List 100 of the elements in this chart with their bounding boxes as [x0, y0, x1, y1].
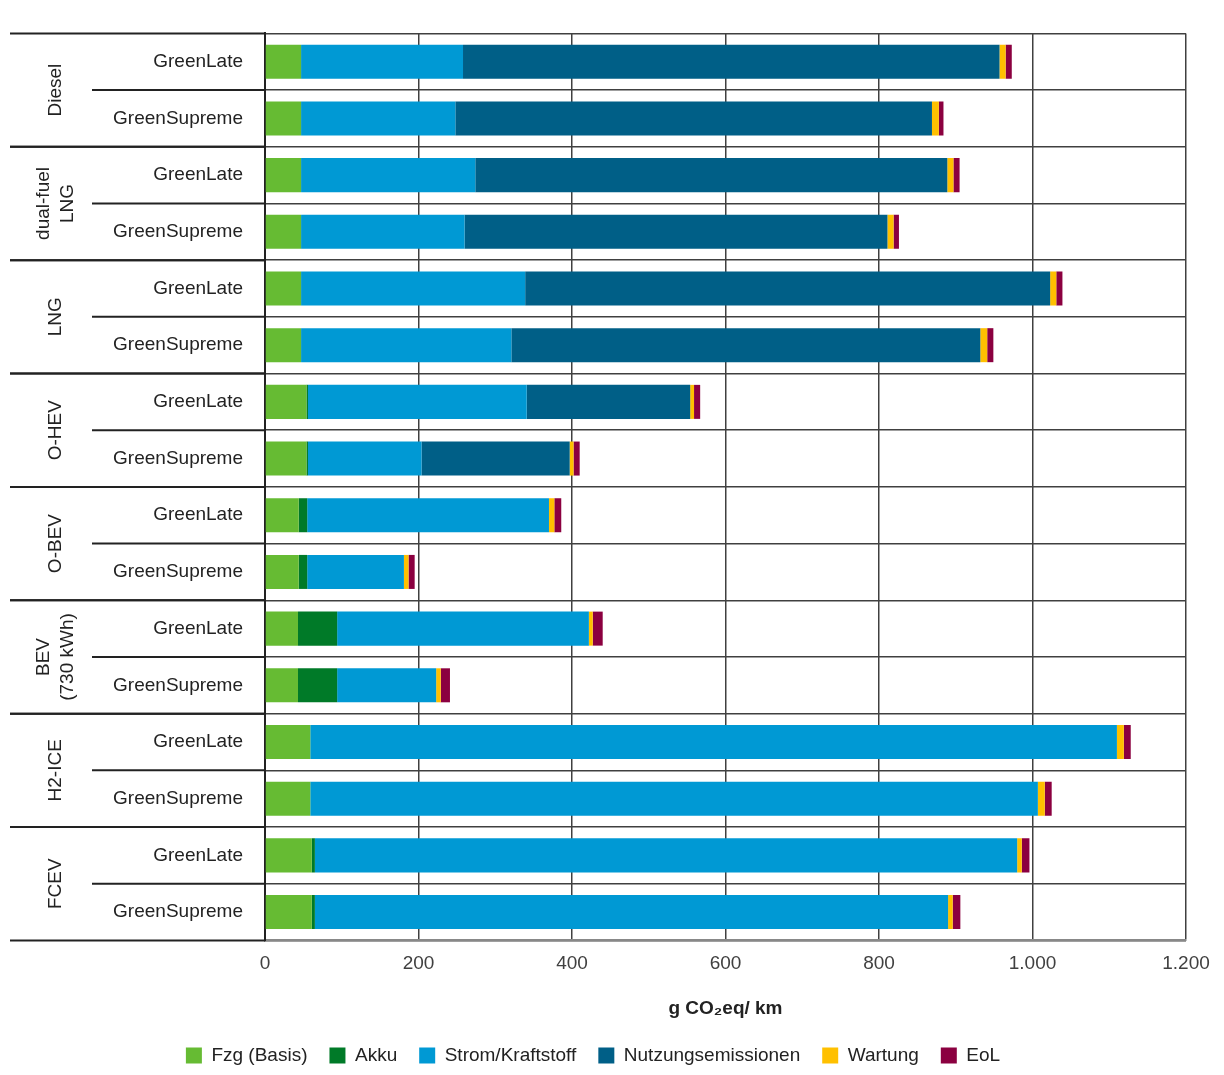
- text: O-BEV: [44, 513, 66, 574]
- bar: [952, 895, 961, 930]
- x-tick-label: 1.000: [1008, 952, 1057, 974]
- bar: [307, 384, 527, 419]
- bar: [310, 724, 1117, 759]
- bar: [999, 44, 1006, 79]
- y-tick-label: GreenLate: [153, 276, 243, 298]
- bar: [265, 214, 302, 249]
- bar: [265, 838, 312, 873]
- y-tick-label: GreenLate: [153, 390, 243, 412]
- bar: [887, 214, 894, 249]
- bar: [953, 158, 960, 193]
- bar: [1005, 44, 1012, 79]
- bar: [1050, 271, 1057, 306]
- y-tick-label: GreenSupreme: [113, 220, 243, 242]
- bar: [265, 498, 299, 533]
- bar: [301, 101, 456, 136]
- legend-label: Strom/Kraftstoff: [444, 1043, 578, 1065]
- bar: [265, 158, 302, 193]
- bar: [265, 668, 298, 703]
- bar: [310, 781, 1038, 816]
- bar: [265, 384, 307, 419]
- y-tick-label: GreenSupreme: [113, 333, 243, 355]
- bar: [311, 838, 315, 873]
- bar: [307, 554, 404, 589]
- bar: [554, 498, 562, 533]
- bar: [455, 101, 932, 136]
- text: dual-fuel LNG: [32, 167, 78, 240]
- text: Diesel: [44, 63, 66, 117]
- bar: [301, 158, 476, 193]
- bar: [1017, 838, 1022, 873]
- bar: [987, 328, 994, 363]
- bar: [475, 158, 948, 193]
- x-tick-label: 400: [556, 952, 588, 974]
- y-tick-label: GreenSupreme: [113, 673, 243, 695]
- bar: [265, 554, 299, 589]
- legend-label: Wartung: [847, 1043, 919, 1065]
- bar: [298, 498, 308, 533]
- bar: [301, 44, 464, 79]
- bar: [573, 441, 580, 476]
- bar: [893, 214, 899, 249]
- bar: [314, 895, 949, 930]
- bar: [980, 328, 988, 363]
- bar: [948, 895, 953, 930]
- legend-label: Akku: [354, 1043, 398, 1065]
- y-tick-label: GreenLate: [153, 616, 243, 638]
- text: H2-ICE: [44, 739, 66, 802]
- bar: [463, 44, 1000, 79]
- text: O-HEV: [44, 399, 66, 461]
- bar: [337, 611, 589, 646]
- bar: [301, 328, 512, 363]
- text: LNG: [44, 297, 66, 337]
- bar: [1123, 724, 1131, 759]
- bar: [265, 271, 302, 306]
- y-tick-label: GreenLate: [153, 730, 243, 752]
- bar: [694, 384, 701, 419]
- bar: [337, 668, 437, 703]
- bar: [1116, 724, 1124, 759]
- y-tick-label: GreenLate: [153, 843, 243, 865]
- bar: [931, 101, 939, 136]
- x-axis-title: g CO₂eq/ km: [668, 996, 783, 1018]
- bar: [265, 611, 298, 646]
- x-tick-label: 1.200: [1162, 952, 1210, 974]
- bar: [1037, 781, 1045, 816]
- bar: [265, 44, 302, 79]
- legend-label: Fzg (Basis): [211, 1043, 308, 1065]
- bar: [421, 441, 570, 476]
- y-tick-label: GreenLate: [153, 503, 243, 525]
- y-tick-label: GreenSupreme: [113, 786, 243, 808]
- text: BEV (730 kWh): [32, 613, 78, 701]
- bar: [403, 554, 409, 589]
- legend-label: EoL: [966, 1043, 1001, 1065]
- y-tick-label: GreenLate: [153, 163, 243, 185]
- y-tick-label: GreenSupreme: [113, 446, 243, 468]
- bar: [307, 441, 422, 476]
- bar: [1056, 271, 1063, 306]
- x-tick-label: 0: [259, 952, 271, 974]
- bar: [298, 668, 338, 703]
- bar: [265, 101, 302, 136]
- bar: [690, 384, 695, 419]
- bar: [298, 611, 338, 646]
- bar: [265, 328, 302, 363]
- bar: [588, 611, 593, 646]
- bar: [301, 214, 465, 249]
- x-tick-label: 800: [863, 952, 895, 974]
- bar: [265, 895, 312, 930]
- bar: [265, 781, 311, 816]
- bar: [436, 668, 441, 703]
- bar: [307, 498, 549, 533]
- bar: [526, 384, 691, 419]
- bar: [511, 328, 981, 363]
- bar: [1021, 838, 1030, 873]
- bar: [301, 271, 526, 306]
- bar: [1044, 781, 1052, 816]
- bar: [265, 724, 311, 759]
- y-tick-label: GreenSupreme: [113, 560, 243, 582]
- bar: [548, 498, 555, 533]
- text: FCEV: [44, 858, 66, 910]
- bar: [525, 271, 1051, 306]
- legend-label: Nutzungsemissionen: [623, 1043, 801, 1065]
